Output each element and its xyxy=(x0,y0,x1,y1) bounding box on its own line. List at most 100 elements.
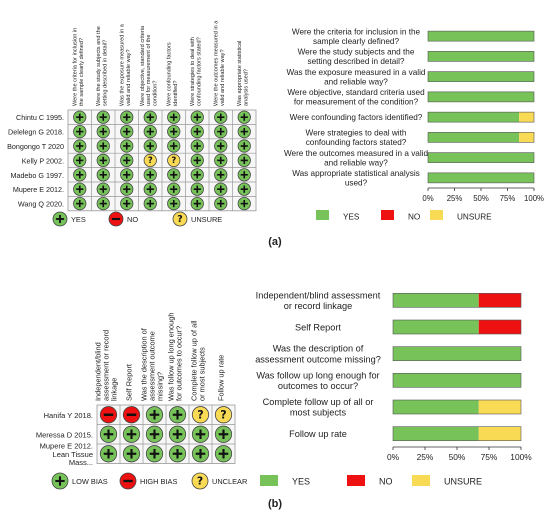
panel-b-bar-yes xyxy=(393,320,479,334)
panel-b-study-label: Mupere E 2012. xyxy=(40,442,93,451)
panel-b-legend-unclear-icon: ? xyxy=(191,472,209,490)
panel-b-column-header: Was follow up long enough xyxy=(166,313,175,401)
panel-b-judgement-yes-icon xyxy=(168,406,187,424)
panel-a-category-label: Were the study subjects and the xyxy=(298,48,415,57)
panel-a-x-tick-label: 0% xyxy=(422,194,433,203)
panel-b-judgement-yes-icon xyxy=(145,445,164,463)
panel-b-legend-swatch-unsure xyxy=(412,475,430,486)
panel-a-bar-yes xyxy=(428,112,520,123)
panel-a-study-label: Chintu C 1995. xyxy=(16,113,64,122)
panel-a-judgement-yes-icon xyxy=(143,168,157,182)
panel-a-judgement-yes-icon xyxy=(96,139,110,153)
panel-a-column-header: Was the exposure measured in a xyxy=(120,23,126,106)
panel-b-bar-yes xyxy=(393,293,479,308)
panel-b-category-label: outcomes to occur? xyxy=(278,381,358,391)
panel-b-study-label: Meressa D 2015. xyxy=(36,430,93,439)
panel-a-bar-frame xyxy=(427,132,535,143)
panel-a-judgement-yes-icon xyxy=(190,182,204,196)
panel-a-category-label: for measurement of the condition? xyxy=(294,98,419,107)
panel-a-column-header: Was appropriate statistical xyxy=(237,41,243,106)
panel-b-bar-no xyxy=(478,320,521,334)
panel-a-legend-yes-icon xyxy=(52,211,68,227)
panel-a-judgement-unsure-icon: ? xyxy=(167,153,181,167)
panel-a-x-tick-label: 100% xyxy=(524,194,544,203)
panel-a-column-header: analysis used? xyxy=(243,69,249,106)
panel-b-column-header: Complete follow up of all xyxy=(189,320,198,401)
panel-a-category-label: and reliable way? xyxy=(324,158,388,167)
panel-a-bar-yes xyxy=(428,152,534,163)
panel-a-judgement-yes-icon xyxy=(143,125,157,139)
panel-a-category-label: Were the outcomes measured in a valid xyxy=(284,149,429,158)
panel-a-study-label: Delelegn G 2018. xyxy=(8,128,64,137)
panel-a-legend-label: NO xyxy=(408,213,420,222)
panel-b-bar-frame xyxy=(392,399,522,415)
panel-a-judgement-yes-icon xyxy=(214,125,228,139)
panel-a-judgement-yes-icon xyxy=(120,182,134,196)
panel-a-legend-label: NO xyxy=(127,215,138,224)
panel-a-judgement-yes-icon xyxy=(120,125,134,139)
panel-a-judgement-yes-icon xyxy=(120,110,134,124)
panel-a-category-label: confounding factors stated? xyxy=(306,138,407,147)
panel-b-judgement-yes-icon xyxy=(191,425,210,443)
panel-b-legend-label: LOW BIAS xyxy=(72,477,108,486)
panel-b-category-label: or record linkage xyxy=(284,301,352,311)
panel-b-column-header: for outcomes to occur? xyxy=(175,326,184,401)
panel-a-category-label: Were the criteria for inclusion in the xyxy=(292,27,421,36)
panel-a-legend-label: YES xyxy=(71,215,86,224)
panel-a-bar-frame xyxy=(427,71,535,82)
panel-a-category-label: Were strategies to deal with xyxy=(306,129,407,138)
panel-a-category-label: Were confounding factors identified? xyxy=(290,113,423,122)
panel-b-table: Independent/blind assessment or record lin… xyxy=(93,313,236,464)
panel-a-bar-unsure xyxy=(519,112,534,123)
panel-b-legend-label: UNCLEAR xyxy=(212,477,247,486)
panel-a-judgement-yes-icon xyxy=(96,110,110,124)
panel-a-judgement-yes-icon xyxy=(73,153,87,167)
panel-a-judgement-yes-icon xyxy=(167,110,181,124)
panel-a-legend-swatch-no xyxy=(381,210,394,220)
panel-b-column-header: assessment or record xyxy=(102,330,111,401)
panel-a-column-header: Were the study subjects and the xyxy=(96,26,102,106)
panel-a-judgement-yes-icon xyxy=(214,168,228,182)
panel-a-judgement-yes-icon xyxy=(73,125,87,139)
panel-a-judgement-yes-icon xyxy=(214,153,228,167)
panel-a-judgement-yes-icon xyxy=(96,168,110,182)
panel-a-judgement-yes-icon xyxy=(167,197,181,211)
panel-b-column-header: assessment outcome xyxy=(148,331,157,401)
panel-b-category-label: assessment outcome missing? xyxy=(255,354,381,364)
panel-a-legend-label: UNSURE xyxy=(191,215,222,224)
panel-a-judgement-yes-icon xyxy=(73,197,87,211)
panel-b-column-header: linkage xyxy=(110,378,119,401)
panel-a-judgement-yes-icon xyxy=(190,125,204,139)
panel-a-category-label: and reliable way? xyxy=(324,77,388,86)
panel-a-legend-label: YES xyxy=(343,213,360,222)
panel-a-judgement-unsure-icon: ? xyxy=(143,153,157,167)
panel-a-bar-yes xyxy=(428,172,534,183)
panel-a-judgement-yes-icon xyxy=(120,139,134,153)
panel-a-judgement-yes-icon xyxy=(237,168,251,182)
panel-b-bar-unsure xyxy=(478,400,521,414)
panel-a-legend-swatch-unsure xyxy=(430,210,443,220)
panel-b-bar-unsure xyxy=(478,426,521,441)
panel-a-judgement-yes-icon xyxy=(143,182,157,196)
panel-a-legend-label: UNSURE xyxy=(457,213,492,222)
panel-b-column-header: Independent/blind xyxy=(93,342,102,401)
panel-b-category-label: Was follow up long enough for xyxy=(256,370,379,380)
panel-a-judgement-yes-icon xyxy=(237,125,251,139)
panel-b-column-header: missing? xyxy=(156,372,165,401)
panel-a-bar-frame xyxy=(427,111,535,123)
panel-a-column-header: valid and reliable way? xyxy=(220,49,226,106)
panel-b-legend-label: UNSURE xyxy=(444,477,482,487)
panel-b-caption: (b) xyxy=(268,498,282,510)
panel-b-x-tick-label: 75% xyxy=(481,452,498,462)
panel-a-x-tick-label: 75% xyxy=(500,194,516,203)
panel-a-column-header: identified? xyxy=(173,80,179,106)
panel-b-category-label: Complete follow up of all or xyxy=(263,397,374,407)
panel-a-column-header: the sample clearly defined? xyxy=(79,38,85,106)
panel-b-x-tick-label: 100% xyxy=(510,452,532,462)
panel-b-judgement-no-icon xyxy=(99,406,118,424)
panel-a-x-tick-label: 50% xyxy=(473,194,489,203)
panel-a-study-label: Madebo G 1997. xyxy=(10,171,64,180)
panel-a-category-label: setting described in detail? xyxy=(308,57,405,66)
panel-b-bar-frame xyxy=(392,373,522,388)
